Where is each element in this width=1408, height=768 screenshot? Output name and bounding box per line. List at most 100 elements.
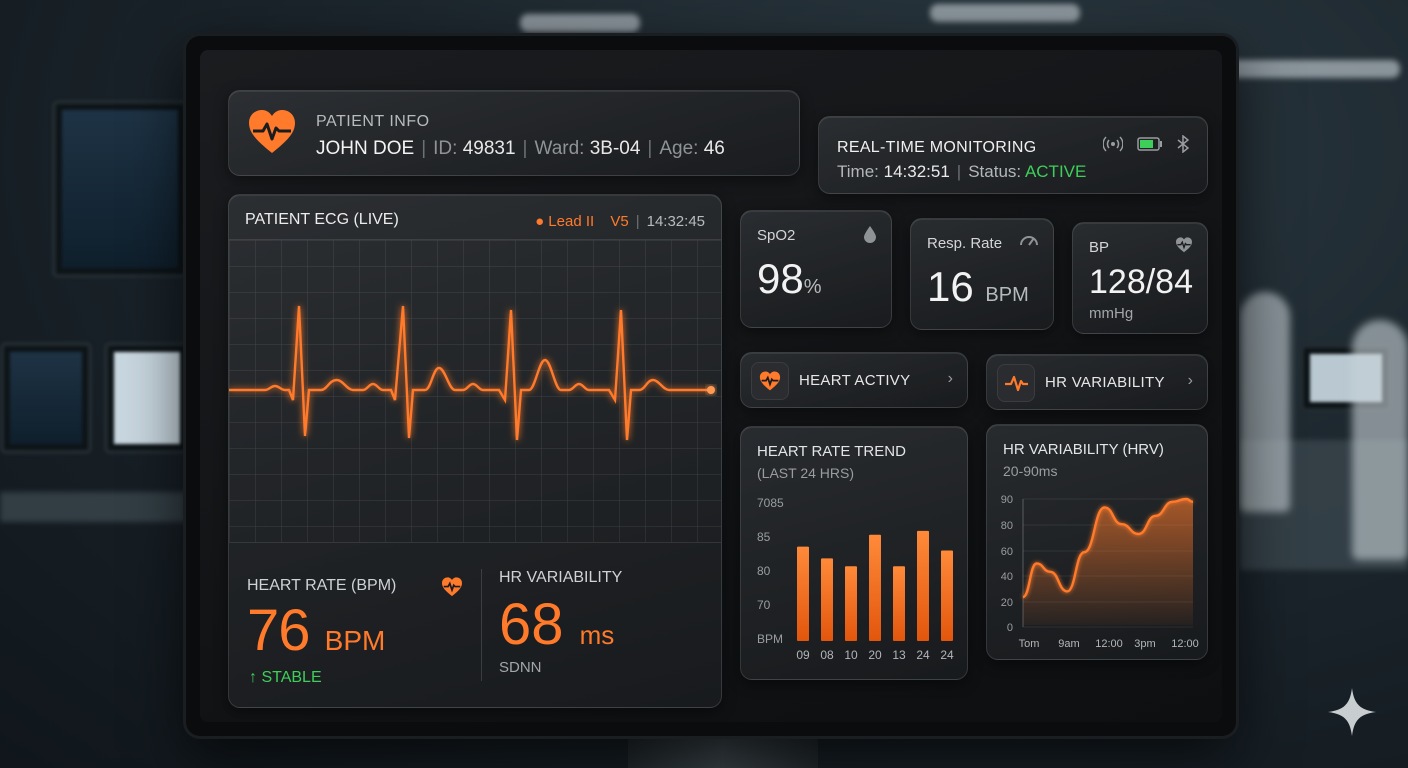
ecg-timestamp: 14:32:45	[646, 213, 705, 230]
x-tick-label: 9am	[1058, 638, 1079, 650]
ecg-lead-alt: V5	[610, 213, 629, 230]
heart-rate-status-text: STABLE	[261, 669, 322, 686]
chevron-right-icon: ›	[947, 370, 953, 387]
bp-label: BP	[1089, 239, 1110, 256]
y-tick-label: 40	[1001, 571, 1013, 583]
y-tick-label: 20	[1001, 597, 1013, 609]
x-tick-label: 08	[820, 648, 834, 662]
chevron-right-icon: ›	[1187, 372, 1193, 389]
resp-rate-card: Resp. Rate 16 BPM	[910, 218, 1054, 330]
trend-bar	[893, 566, 905, 641]
resp-rate-label: Resp. Rate	[927, 235, 1003, 252]
y-tick-label: 60	[1001, 546, 1013, 558]
gauge-icon	[1019, 233, 1039, 252]
trend-bar	[845, 566, 857, 641]
y-tick-label: 80	[1001, 520, 1013, 532]
hrv-chart-card: HR VARIABILITY (HRV) 20-90ms 90 80 60 40 20 0…	[986, 424, 1208, 660]
y-tick-label: 90	[1001, 494, 1013, 506]
x-tick-label: 3pm	[1134, 638, 1155, 650]
heart-activity-label: HEART ACTIVY	[799, 372, 911, 389]
resp-rate-number: 16	[927, 263, 974, 310]
heart-pulse-icon	[751, 362, 789, 400]
x-tick-label: 09	[796, 648, 810, 662]
x-tick-label: 13	[892, 648, 906, 662]
hrv-number: 68	[499, 592, 564, 657]
ecg-trace	[229, 305, 711, 441]
y-tick-label: 85	[757, 530, 771, 544]
realtime-monitoring-card: REAL-TIME MONITORING Time: 14:32:51 | Stat…	[818, 116, 1208, 194]
background-desk	[0, 492, 186, 522]
hrv-area-chart: 90 80 60 40 20 0 Tom 9am 12:00 3pm 12:00	[1001, 494, 1199, 650]
y-tick-label: 80	[757, 564, 771, 578]
resp-rate-value: 16 BPM	[927, 263, 1029, 311]
ecg-title: PATIENT ECG (LIVE)	[245, 211, 399, 228]
trend-bar	[821, 558, 833, 641]
bp-card: BP 128/84 mmHg	[1072, 222, 1208, 334]
patient-info-card: PATIENT INFO JOHN DOE | ID: 49831 | Ward: 3B…	[228, 90, 800, 176]
spo2-label: SpO2	[757, 227, 796, 244]
trend-title: HEART RATE TREND	[757, 443, 906, 460]
age-label: Age:	[659, 138, 699, 159]
hrv-summary-value: 68 ms	[499, 591, 614, 658]
pulse-line-icon	[997, 364, 1035, 402]
y-tick-label: 7085	[757, 496, 784, 510]
x-tick-label: 12:00	[1095, 638, 1123, 650]
ecg-waveform	[229, 239, 721, 543]
patient-info-label: PATIENT INFO	[316, 113, 430, 130]
background-monitor	[104, 342, 190, 454]
ward-label: Ward:	[534, 138, 585, 159]
hrv-chart-subtitle: 20-90ms	[1003, 463, 1058, 479]
spo2-card: SpO2 98%	[740, 210, 892, 328]
heart-pulse-icon	[441, 577, 463, 602]
divider	[481, 569, 482, 681]
ecg-cursor-dot	[707, 386, 715, 394]
hrv-summary-label: HR VARIABILITY	[499, 569, 623, 586]
background-person	[1240, 292, 1290, 512]
hrv-chart-title: HR VARIABILITY (HRV)	[1003, 441, 1164, 458]
ceiling-light	[1210, 60, 1400, 78]
hr-variability-button[interactable]: HR VARIABILITY ›	[986, 354, 1208, 410]
realtime-status-line: Time: 14:32:51 | Status: ACTIVE	[837, 162, 1087, 181]
x-tick-label: 24	[940, 648, 954, 662]
arrow-up-icon: ↑	[249, 669, 257, 686]
status-label: Status:	[968, 162, 1022, 181]
heart-rate-label: HEART RATE (BPM)	[247, 577, 397, 594]
live-dot-icon: ●	[535, 213, 545, 230]
battery-icon	[1137, 137, 1163, 156]
trend-subtitle: (LAST 24 HRS)	[757, 465, 854, 481]
x-tick-label: 24	[916, 648, 930, 662]
x-tick-label: 20	[868, 648, 882, 662]
x-tick-label: Tom	[1019, 638, 1040, 650]
patient-age: 46	[703, 138, 725, 159]
ceiling-light	[930, 4, 1080, 22]
y-tick-label: 0	[1007, 622, 1013, 634]
patient-id-label: ID:	[433, 138, 458, 159]
bp-unit: mmHg	[1089, 305, 1134, 322]
dashboard-screen: PATIENT INFO JOHN DOE | ID: 49831 | Ward: 3B…	[200, 50, 1222, 722]
status-value: ACTIVE	[1024, 162, 1087, 181]
hrv-unit: ms	[579, 620, 615, 650]
trend-bar	[941, 550, 953, 641]
hrv-series-line	[1022, 497, 1194, 599]
sparkle-icon	[1326, 686, 1378, 743]
spo2-unit: %	[803, 276, 822, 298]
drop-icon	[863, 225, 877, 248]
patient-details: JOHN DOE | ID: 49831 | Ward: 3B-04 | Age: 46	[316, 138, 725, 159]
heart-rate-trend-chart: 7085 85 80 70 BPM 09 08 10 20 13 24 24	[757, 496, 954, 662]
ecg-metrics: HEART RATE (BPM) 76 BPM ↑ STABLE HR VARI…	[229, 541, 721, 707]
heart-icon	[1175, 237, 1193, 258]
hr-variability-label: HR VARIABILITY	[1045, 374, 1165, 391]
connection-icons	[1102, 134, 1190, 158]
ecg-lead: Lead II	[548, 213, 595, 230]
heart-rate-status: ↑ STABLE	[249, 669, 322, 687]
resp-rate-unit: BPM	[985, 284, 1029, 306]
heart-activity-button[interactable]: HEART ACTIVY ›	[740, 352, 968, 408]
trend-bar	[869, 534, 881, 641]
current-time: 14:32:51	[883, 162, 950, 181]
ecg-panel: PATIENT ECG (LIVE) ● Lead II V5 | 14:32:45	[228, 194, 722, 708]
patient-id: 49831	[462, 138, 516, 159]
y-tick-label: BPM	[757, 632, 783, 646]
signal-icon	[1102, 136, 1124, 157]
bp-value: 128/84	[1089, 263, 1193, 301]
